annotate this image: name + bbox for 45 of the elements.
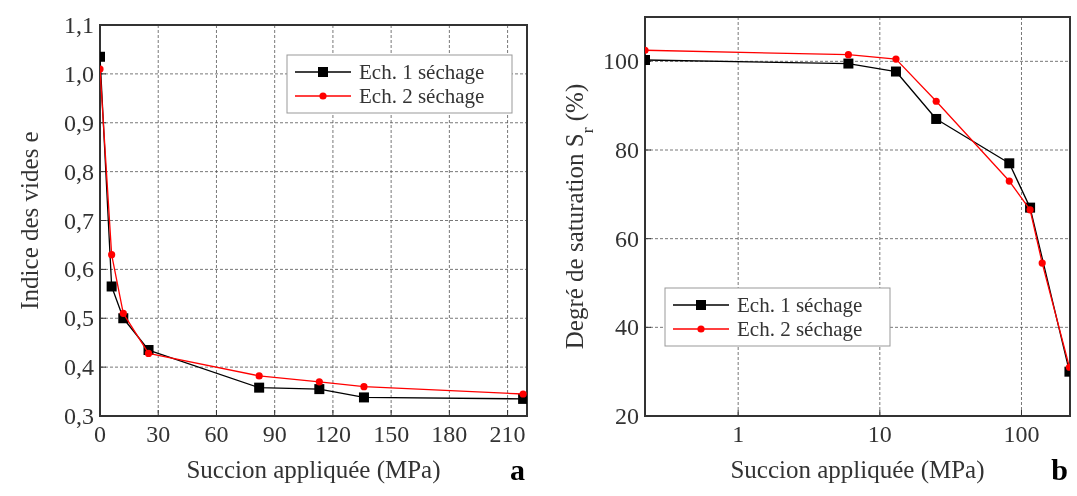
x-tick-label: 100: [1003, 421, 1040, 447]
point: [315, 378, 323, 386]
y-tick-label: 1,0: [64, 60, 94, 87]
point: [106, 281, 117, 292]
text: a: [510, 453, 525, 486]
y-tick-label: 0,4: [64, 354, 94, 381]
point: [144, 349, 153, 358]
y-tick-label: 20: [615, 403, 639, 429]
x-axis-title: Succion appliquée (MPa): [730, 456, 985, 484]
y-axis-title: Indice des vides e: [16, 131, 43, 310]
y-tick-label: 0,7: [64, 207, 94, 234]
point: [108, 251, 116, 259]
legend-label: Ech. 1 séchage: [737, 293, 863, 317]
legend-label: Ech. 1 séchage: [359, 60, 485, 84]
y-tick-label: 0,8: [64, 158, 94, 185]
x-tick-label: 30: [146, 421, 171, 447]
point: [314, 384, 325, 395]
legend-label: Ech. 2 séchage: [359, 84, 485, 108]
text: b: [1051, 453, 1068, 486]
point: [254, 382, 265, 393]
y-tick-label: 0,3: [64, 403, 94, 429]
y-tick-label: 0,6: [64, 256, 94, 283]
y-tick-label: 1,1: [64, 12, 94, 38]
y-tick-label: 0,9: [64, 109, 94, 136]
x-tick-label: 90: [262, 421, 287, 447]
y-tick-label: 80: [615, 137, 639, 163]
x-tick-label: 1: [732, 421, 745, 447]
x-tick-label: 180: [431, 421, 468, 447]
x-tick-label: 10: [867, 421, 892, 447]
x-axis-title: Succion appliquée (MPa): [186, 456, 441, 484]
y-tick-label: 100: [603, 48, 639, 75]
point: [360, 383, 368, 391]
point: [255, 372, 263, 380]
x-tick-label: 120: [314, 421, 351, 447]
y-tick-label: 60: [615, 225, 639, 252]
x-tick-label: 150: [373, 421, 410, 447]
x-tick-label: 60: [204, 421, 229, 447]
point: [358, 392, 369, 403]
y-tick-label: 40: [615, 314, 639, 341]
point: [119, 309, 127, 317]
y-tick-label: 0,5: [64, 305, 94, 332]
x-tick-label: 210: [489, 421, 526, 447]
point: [519, 390, 527, 398]
legend-label: Ech. 2 séchage: [737, 317, 863, 341]
x-tick-label: 0: [94, 421, 106, 447]
